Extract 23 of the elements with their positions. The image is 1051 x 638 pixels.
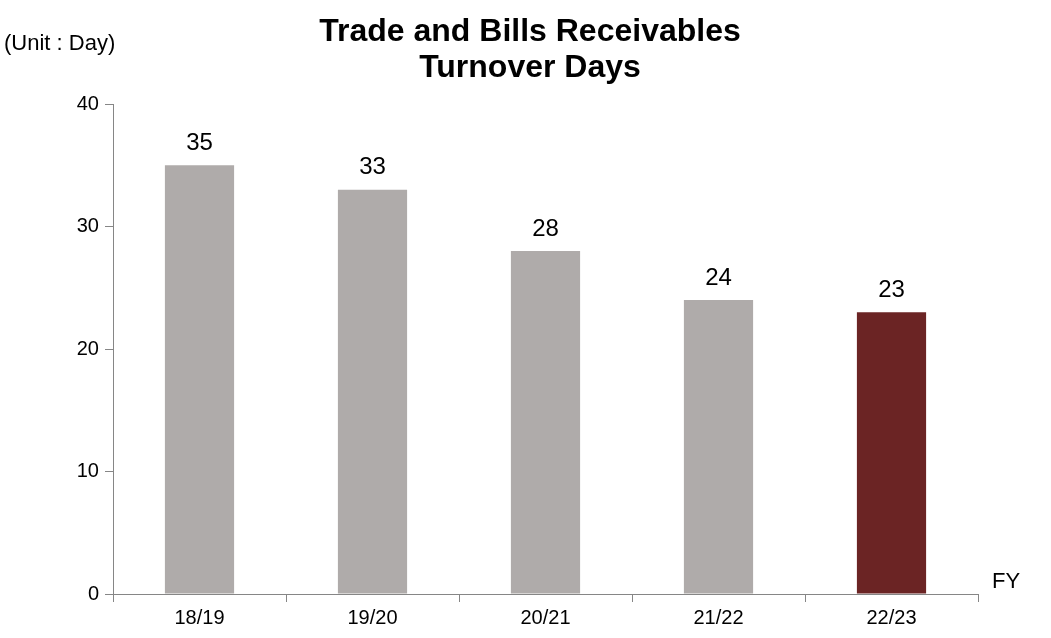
- x-tick-label: 18/19: [174, 605, 225, 628]
- bar: [683, 300, 754, 594]
- y-tick-label: 0: [87, 581, 99, 604]
- y-tick-label: 20: [76, 336, 99, 359]
- x-tick-label: 20/21: [520, 605, 571, 628]
- bar: [510, 251, 581, 594]
- x-tick-label: 22/23: [866, 605, 917, 628]
- bar: [856, 312, 927, 594]
- x-axis-title: FY: [992, 568, 1021, 594]
- y-axis-title: (Unit : Day): [4, 30, 116, 56]
- data-label: 35: [186, 127, 213, 155]
- data-label: 28: [532, 213, 559, 241]
- bar: [337, 189, 408, 594]
- data-label: 24: [705, 262, 732, 290]
- chart-title: Trade and Bills Receivables Turnover Days: [318, 12, 742, 84]
- data-label: 33: [359, 152, 386, 180]
- y-tick-label: 30: [76, 214, 99, 237]
- x-tick-label: 21/22: [693, 605, 744, 628]
- data-label: 23: [878, 274, 905, 302]
- y-tick-label: 40: [76, 91, 99, 114]
- y-tick-label: 10: [76, 459, 99, 482]
- bar: [164, 165, 235, 594]
- x-tick-label: 19/20: [347, 605, 398, 628]
